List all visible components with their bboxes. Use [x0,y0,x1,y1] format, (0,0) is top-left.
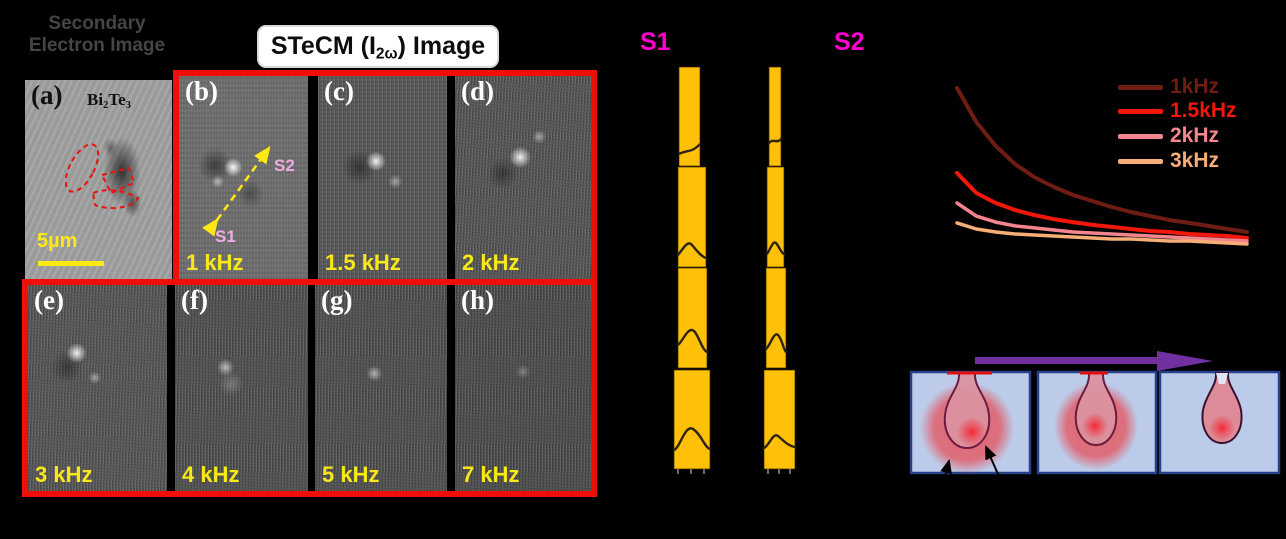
heat-volume-small [1201,372,1243,445]
scalebar [38,261,104,266]
panel-c-1p5khz: (c) 1.5 kHz [318,76,447,279]
left-caption-line1: Secondary [48,13,146,34]
stecm-title: STeCM (I2ω) Image [257,25,499,68]
panel-g-freq: 5 kHz [322,462,380,487]
panel-a-sem-image: (a) Bi2Te3 5µm [25,80,172,279]
panel-e-letter: (e) [34,285,64,315]
heating-schematic [909,351,1281,509]
hot-spot [957,417,987,447]
scan-direction-arrow-icon [975,351,1213,371]
legend-row-1khz: 1kHz [1118,76,1219,98]
panel-f-freq: 4 kHz [182,462,240,487]
defect-outline-overlay [64,143,140,210]
annotation-arrow-inner [985,445,1014,509]
legend-label: 1.5kHz [1170,99,1237,122]
legend-label: 1kHz [1170,75,1220,98]
hot-spot [1082,413,1108,439]
s1-column-title: S1 [640,28,671,56]
panel-b-freq: 1 kHz [186,250,244,275]
material-label: Bi2Te3 [87,90,131,111]
annotation-arrow-outer [937,459,952,506]
left-caption: Secondary Electron Image [6,13,188,58]
s1-segment-3 [677,267,708,369]
s2-column-title: S2 [834,28,865,56]
legend-line-icon [1118,84,1163,90]
panel-h-letter: (h) [461,285,494,315]
legend-row-2khz: 2kHz [1118,125,1219,147]
legend-label: 3kHz [1170,149,1220,172]
legend-line-icon [1118,108,1163,114]
s1-segment-2 [677,166,707,268]
panel-c-letter: (c) [324,76,354,106]
stecm-title-subscript: 2ω [375,45,398,63]
panel-g-letter: (g) [321,285,353,315]
panel-f-letter: (f) [181,285,208,315]
heat-volume-large [920,371,1014,509]
panel-h-freq: 7 kHz [462,462,520,487]
left-caption-line2: Electron Image [28,35,166,57]
panel-d-freq: 2 kHz [462,250,520,275]
heat-volume-medium [1054,371,1138,470]
s2-segment-3 [765,267,787,369]
s1-segment-4 [673,369,711,470]
legend-row-1p5khz: 1.5kHz [1118,100,1237,122]
panel-e-3khz: (e) 3 kHz [28,285,167,491]
panel-d-letter: (d) [461,76,494,106]
legend-line-icon [1118,158,1163,164]
panel-h-7khz: (h) 7 kHz [455,285,591,491]
inline-s2-label: S2 [274,156,295,175]
decay-curve-chart [955,86,1249,246]
dashed-outline-2 [100,166,136,195]
s2-segment-1 [768,66,782,167]
scalebar-label: 5µm [37,230,78,252]
panel-f-4khz: (f) 4 kHz [175,285,308,491]
legend-row-3khz: 3kHz [1118,150,1219,172]
neck-gap [1216,373,1228,384]
s2-segment-4 [763,369,796,470]
legend-label: 2kHz [1170,124,1220,147]
panel-b-letter: (b) [185,76,218,106]
panel-e-freq: 3 kHz [35,462,93,487]
profile-ticks [677,469,791,474]
panel-g-5khz: (g) 5 kHz [315,285,447,491]
profile-curves [672,137,797,452]
legend-line-icon [1118,133,1163,139]
inline-s1-label: S1 [215,227,236,246]
dashed-outline-3 [91,189,140,210]
s1-segment-1 [678,66,701,167]
profile-line-overlay: S1 S2 [202,145,295,246]
panel-c-freq: 1.5 kHz [325,250,401,275]
chart-curves [955,86,1249,246]
profile-columns-graphic [672,66,797,474]
panel-d-2khz: (d) 2 kHz [455,76,591,279]
s2-segment-2 [766,166,785,268]
panel-a-letter: (a) [31,80,63,110]
dashed-outline-1 [64,143,100,193]
stecm-title-prefix: STeCM (I [270,32,376,60]
scan-line-arrow [202,145,271,237]
hot-spot [1209,415,1235,441]
panel-b-1khz: (b) S1 S2 1 kHz [179,76,308,279]
stecm-title-suffix: ) Image [397,32,486,60]
